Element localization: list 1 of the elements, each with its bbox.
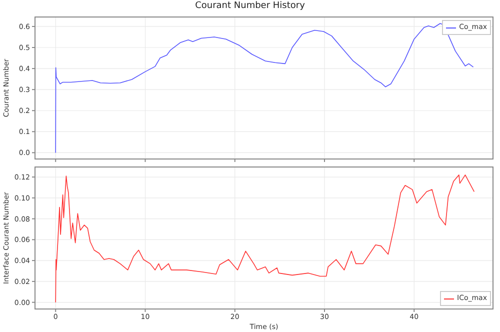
chart-title: Courant Number History: [194, 1, 306, 11]
